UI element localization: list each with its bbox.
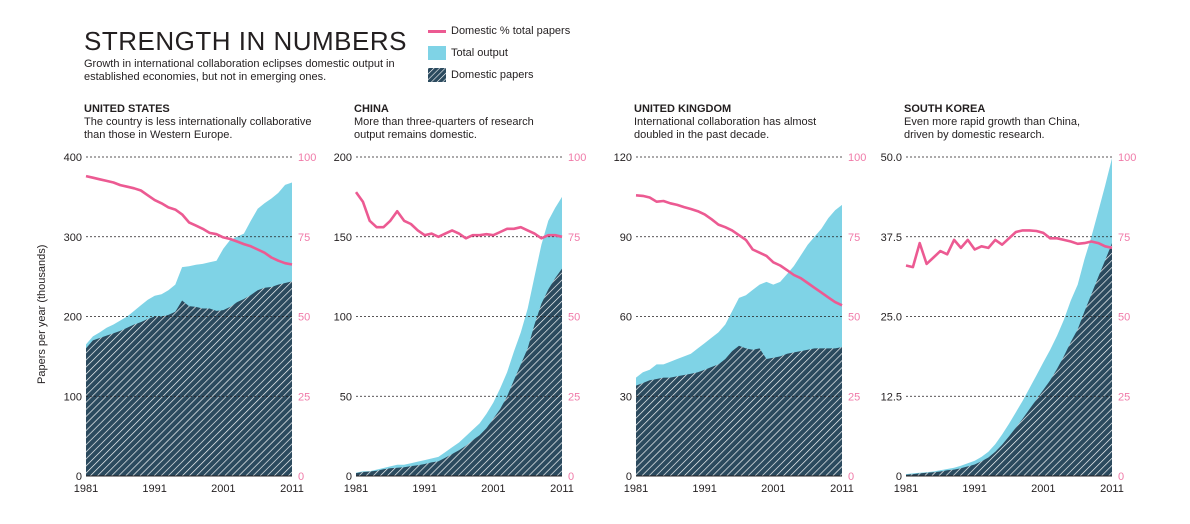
y-tick-label: 25.0 — [881, 312, 902, 324]
x-tick-label: 2011 — [550, 483, 574, 495]
legend: Domestic % total papers Total output Dom… — [428, 20, 570, 86]
panel-title: UNITED KINGDOM — [634, 103, 732, 115]
legend-item-domestic: Domestic papers — [428, 64, 570, 86]
legend-item-pct: Domestic % total papers — [428, 20, 570, 42]
pct-tick-label: 50 — [1118, 312, 1130, 324]
panel-head-us: UNITED STATES The country is less intern… — [84, 103, 324, 142]
page-subtitle: Growth in international collaboration ec… — [84, 58, 395, 83]
legend-line-swatch — [428, 29, 446, 33]
x-tick-label: 2001 — [211, 483, 235, 495]
pct-tick-label: 0 — [848, 471, 854, 483]
domestic-papers-area — [636, 345, 842, 476]
domestic-pct-line — [905, 229, 1113, 269]
pct-tick-label: 50 — [848, 312, 860, 324]
y-tick-label: 50.0 — [881, 152, 902, 164]
panel-china: 0 50 100 150 200 0 25 50 75 100 1981 1991 2001 2011 — [334, 152, 587, 495]
x-tick-label: 2011 — [1100, 483, 1124, 495]
legend-total-swatch — [428, 46, 446, 60]
x-tick-label: 2001 — [1031, 483, 1055, 495]
y-tick-label: 0 — [346, 471, 352, 483]
panel-uk: 0 30 60 90 120 0 25 50 75 100 1981 1991 2001 2011 — [614, 152, 867, 495]
panel-korea: 0 12.5 25.0 37.5 50.0 0 25 50 75 100 1981 1991 2001 2… — [881, 152, 1137, 495]
y-tick-label: 120 — [614, 152, 632, 164]
domestic-papers-area — [86, 281, 292, 476]
pct-tick-label: 0 — [568, 471, 574, 483]
y-tick-label: 300 — [64, 232, 82, 244]
y-tick-label: 90 — [620, 232, 632, 244]
panel-head-korea: SOUTH KOREA Even more rapid growth than … — [904, 103, 1104, 142]
pct-tick-label: 0 — [1118, 471, 1124, 483]
x-tick-label: 1991 — [412, 483, 436, 495]
pct-tick-label: 25 — [1118, 391, 1130, 403]
pct-tick-label: 50 — [568, 312, 580, 324]
y-tick-label: 0 — [76, 471, 82, 483]
x-tick-label: 1981 — [624, 483, 648, 495]
pct-tick-label: 75 — [848, 232, 860, 244]
y-tick-label: 400 — [64, 152, 82, 164]
panel-head-uk: UNITED KINGDOM International collaborati… — [634, 103, 834, 142]
y-tick-label: 100 — [334, 312, 352, 324]
panel-title: UNITED STATES — [84, 103, 170, 115]
x-tick-label: 1991 — [962, 483, 986, 495]
x-tick-label: 2001 — [481, 483, 505, 495]
panel-description: More than three-quarters of research out… — [354, 116, 534, 141]
domestic-pct-line — [635, 194, 843, 307]
panel-title: CHINA — [354, 103, 389, 115]
panel-us: 0 100 200 300 400 0 25 50 75 100 1981 1991 2001 2011 — [64, 152, 317, 495]
y-tick-label: 150 — [334, 232, 352, 244]
pct-tick-label: 75 — [568, 232, 580, 244]
legend-item-total: Total output — [428, 42, 570, 64]
x-tick-label: 1991 — [142, 483, 166, 495]
pct-tick-label: 100 — [298, 152, 316, 164]
domestic-pct-line — [85, 174, 293, 266]
panel-title: SOUTH KOREA — [904, 103, 986, 115]
y-tick-label: 200 — [334, 152, 352, 164]
y-tick-label: 50 — [340, 391, 352, 403]
legend-label-pct: Domestic % total papers — [451, 25, 571, 37]
pct-tick-label: 50 — [298, 312, 310, 324]
pct-tick-label: 75 — [298, 232, 310, 244]
y-tick-label: 0 — [896, 471, 902, 483]
pct-tick-label: 25 — [848, 391, 860, 403]
y-tick-label: 30 — [620, 391, 632, 403]
x-tick-label: 1981 — [74, 483, 98, 495]
panel-description: Even more rapid growth than China, drive… — [904, 116, 1081, 141]
panel-description: International collaboration has almost d… — [634, 116, 817, 141]
pct-tick-label: 100 — [848, 152, 866, 164]
panel-description: The country is less internationally coll… — [84, 116, 312, 141]
pct-tick-label: 100 — [568, 152, 586, 164]
x-tick-label: 1981 — [344, 483, 368, 495]
y-tick-label: 0 — [626, 471, 632, 483]
pct-tick-label: 0 — [298, 471, 304, 483]
x-tick-label: 1981 — [894, 483, 918, 495]
pct-tick-label: 100 — [1118, 152, 1136, 164]
y-tick-label: 12.5 — [881, 391, 902, 403]
y-tick-label: 200 — [64, 312, 82, 324]
panel-head-china: CHINA More than three-quarters of resear… — [354, 103, 564, 142]
y-tick-label: 37.5 — [881, 232, 902, 244]
y-tick-label: 100 — [64, 391, 82, 403]
pct-tick-label: 25 — [298, 391, 310, 403]
y-tick-label: 60 — [620, 312, 632, 324]
legend-label-total: Total output — [451, 47, 508, 59]
x-tick-label: 2011 — [280, 483, 304, 495]
domestic-pct-line — [354, 191, 563, 240]
page-title: STRENGTH IN NUMBERS — [84, 26, 407, 56]
domestic-papers-area — [906, 243, 1112, 476]
pct-tick-label: 25 — [568, 391, 580, 403]
x-tick-label: 2011 — [830, 483, 854, 495]
pct-tick-label: 75 — [1118, 232, 1130, 244]
legend-domestic-swatch — [428, 68, 446, 82]
x-tick-label: 2001 — [761, 483, 785, 495]
domestic-papers-area — [356, 268, 562, 476]
legend-label-domestic: Domestic papers — [451, 69, 534, 81]
x-tick-label: 1991 — [692, 483, 716, 495]
